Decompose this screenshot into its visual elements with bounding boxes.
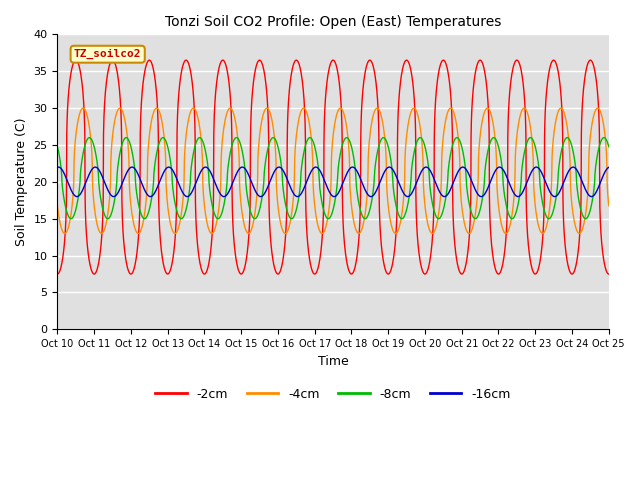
Title: Tonzi Soil CO2 Profile: Open (East) Temperatures: Tonzi Soil CO2 Profile: Open (East) Temp… [165, 15, 501, 29]
Legend: -2cm, -4cm, -8cm, -16cm: -2cm, -4cm, -8cm, -16cm [150, 383, 516, 406]
Text: TZ_soilco2: TZ_soilco2 [74, 49, 141, 60]
Y-axis label: Soil Temperature (C): Soil Temperature (C) [15, 118, 28, 246]
X-axis label: Time: Time [317, 355, 348, 368]
